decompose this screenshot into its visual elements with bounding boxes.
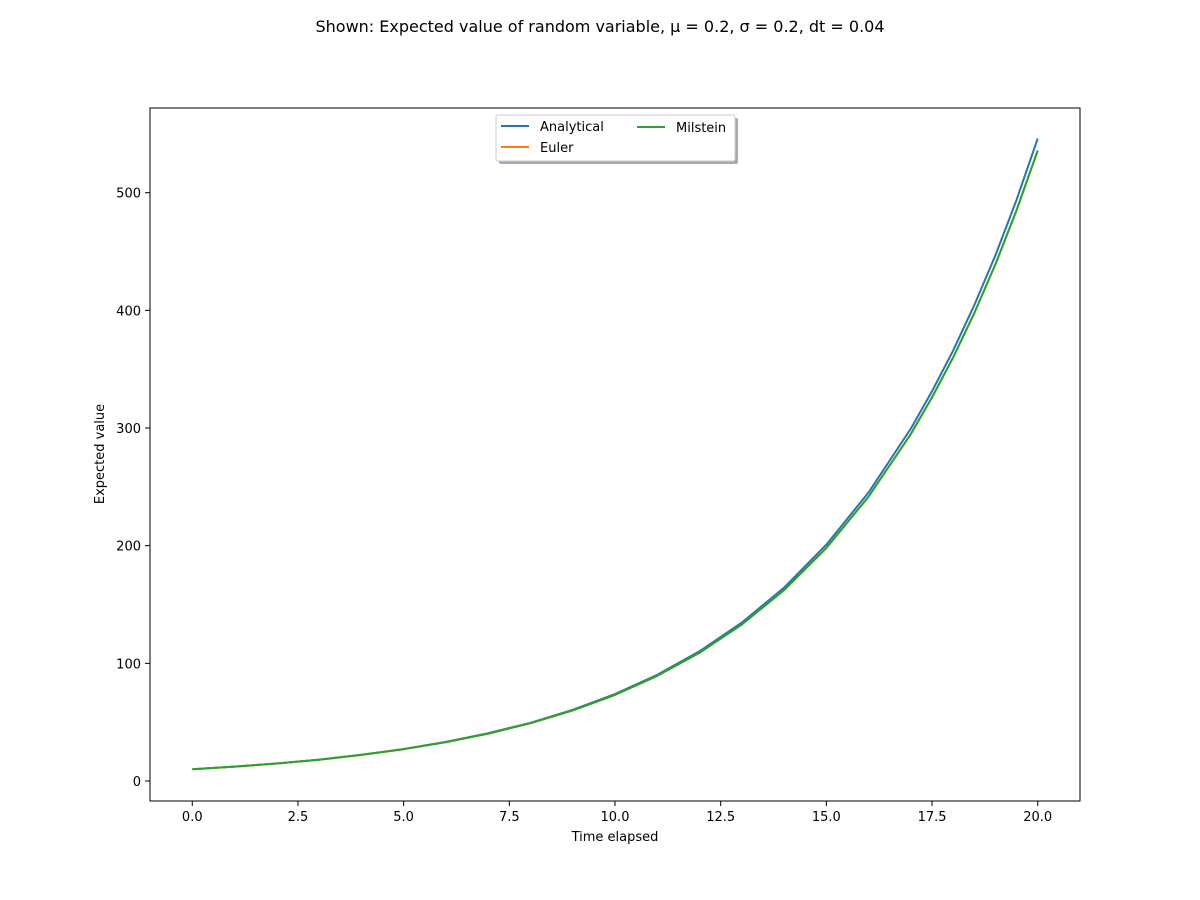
y-axis: 0 100 200 300 400 500 xyxy=(116,187,150,790)
legend-label-analytical: Analytical xyxy=(540,120,604,135)
x-tick-label: 15.0 xyxy=(812,810,841,825)
x-axis-label: Time elapsed xyxy=(571,830,659,845)
y-tick-label: 100 xyxy=(116,657,141,672)
series-layer xyxy=(192,138,1039,771)
y-tick-label: 0 xyxy=(133,775,141,790)
y-tick-label: 200 xyxy=(116,540,141,555)
legend-label-milstein: Milstein xyxy=(676,121,726,136)
legend-box xyxy=(495,114,736,162)
chart-title: Shown: Expected value of random variable… xyxy=(315,17,884,36)
x-tick-label: 10.0 xyxy=(601,810,630,825)
y-tick-label: 300 xyxy=(116,422,141,437)
x-axis: 0.0 2.5 5.0 7.5 10.0 12.5 15.0 17.5 20.0 xyxy=(182,801,1052,825)
legend-label-euler: Euler xyxy=(540,141,574,156)
x-tick-label: 5.0 xyxy=(393,810,414,825)
y-axis-label: Expected value xyxy=(93,404,108,504)
axes-frame xyxy=(149,107,1081,802)
series-line-milstein xyxy=(192,150,1039,771)
y-tick-label: 400 xyxy=(116,304,141,319)
y-tick-label: 500 xyxy=(116,187,141,202)
x-tick-label: 2.5 xyxy=(288,810,309,825)
legend: Analytical Euler Milstein xyxy=(495,114,738,164)
x-tick-label: 0.0 xyxy=(182,810,203,825)
plot-area xyxy=(149,107,1081,802)
x-tick-label: 7.5 xyxy=(499,810,520,825)
x-tick-label: 20.0 xyxy=(1023,810,1052,825)
x-tick-label: 12.5 xyxy=(706,810,735,825)
x-tick-label: 17.5 xyxy=(918,810,947,825)
